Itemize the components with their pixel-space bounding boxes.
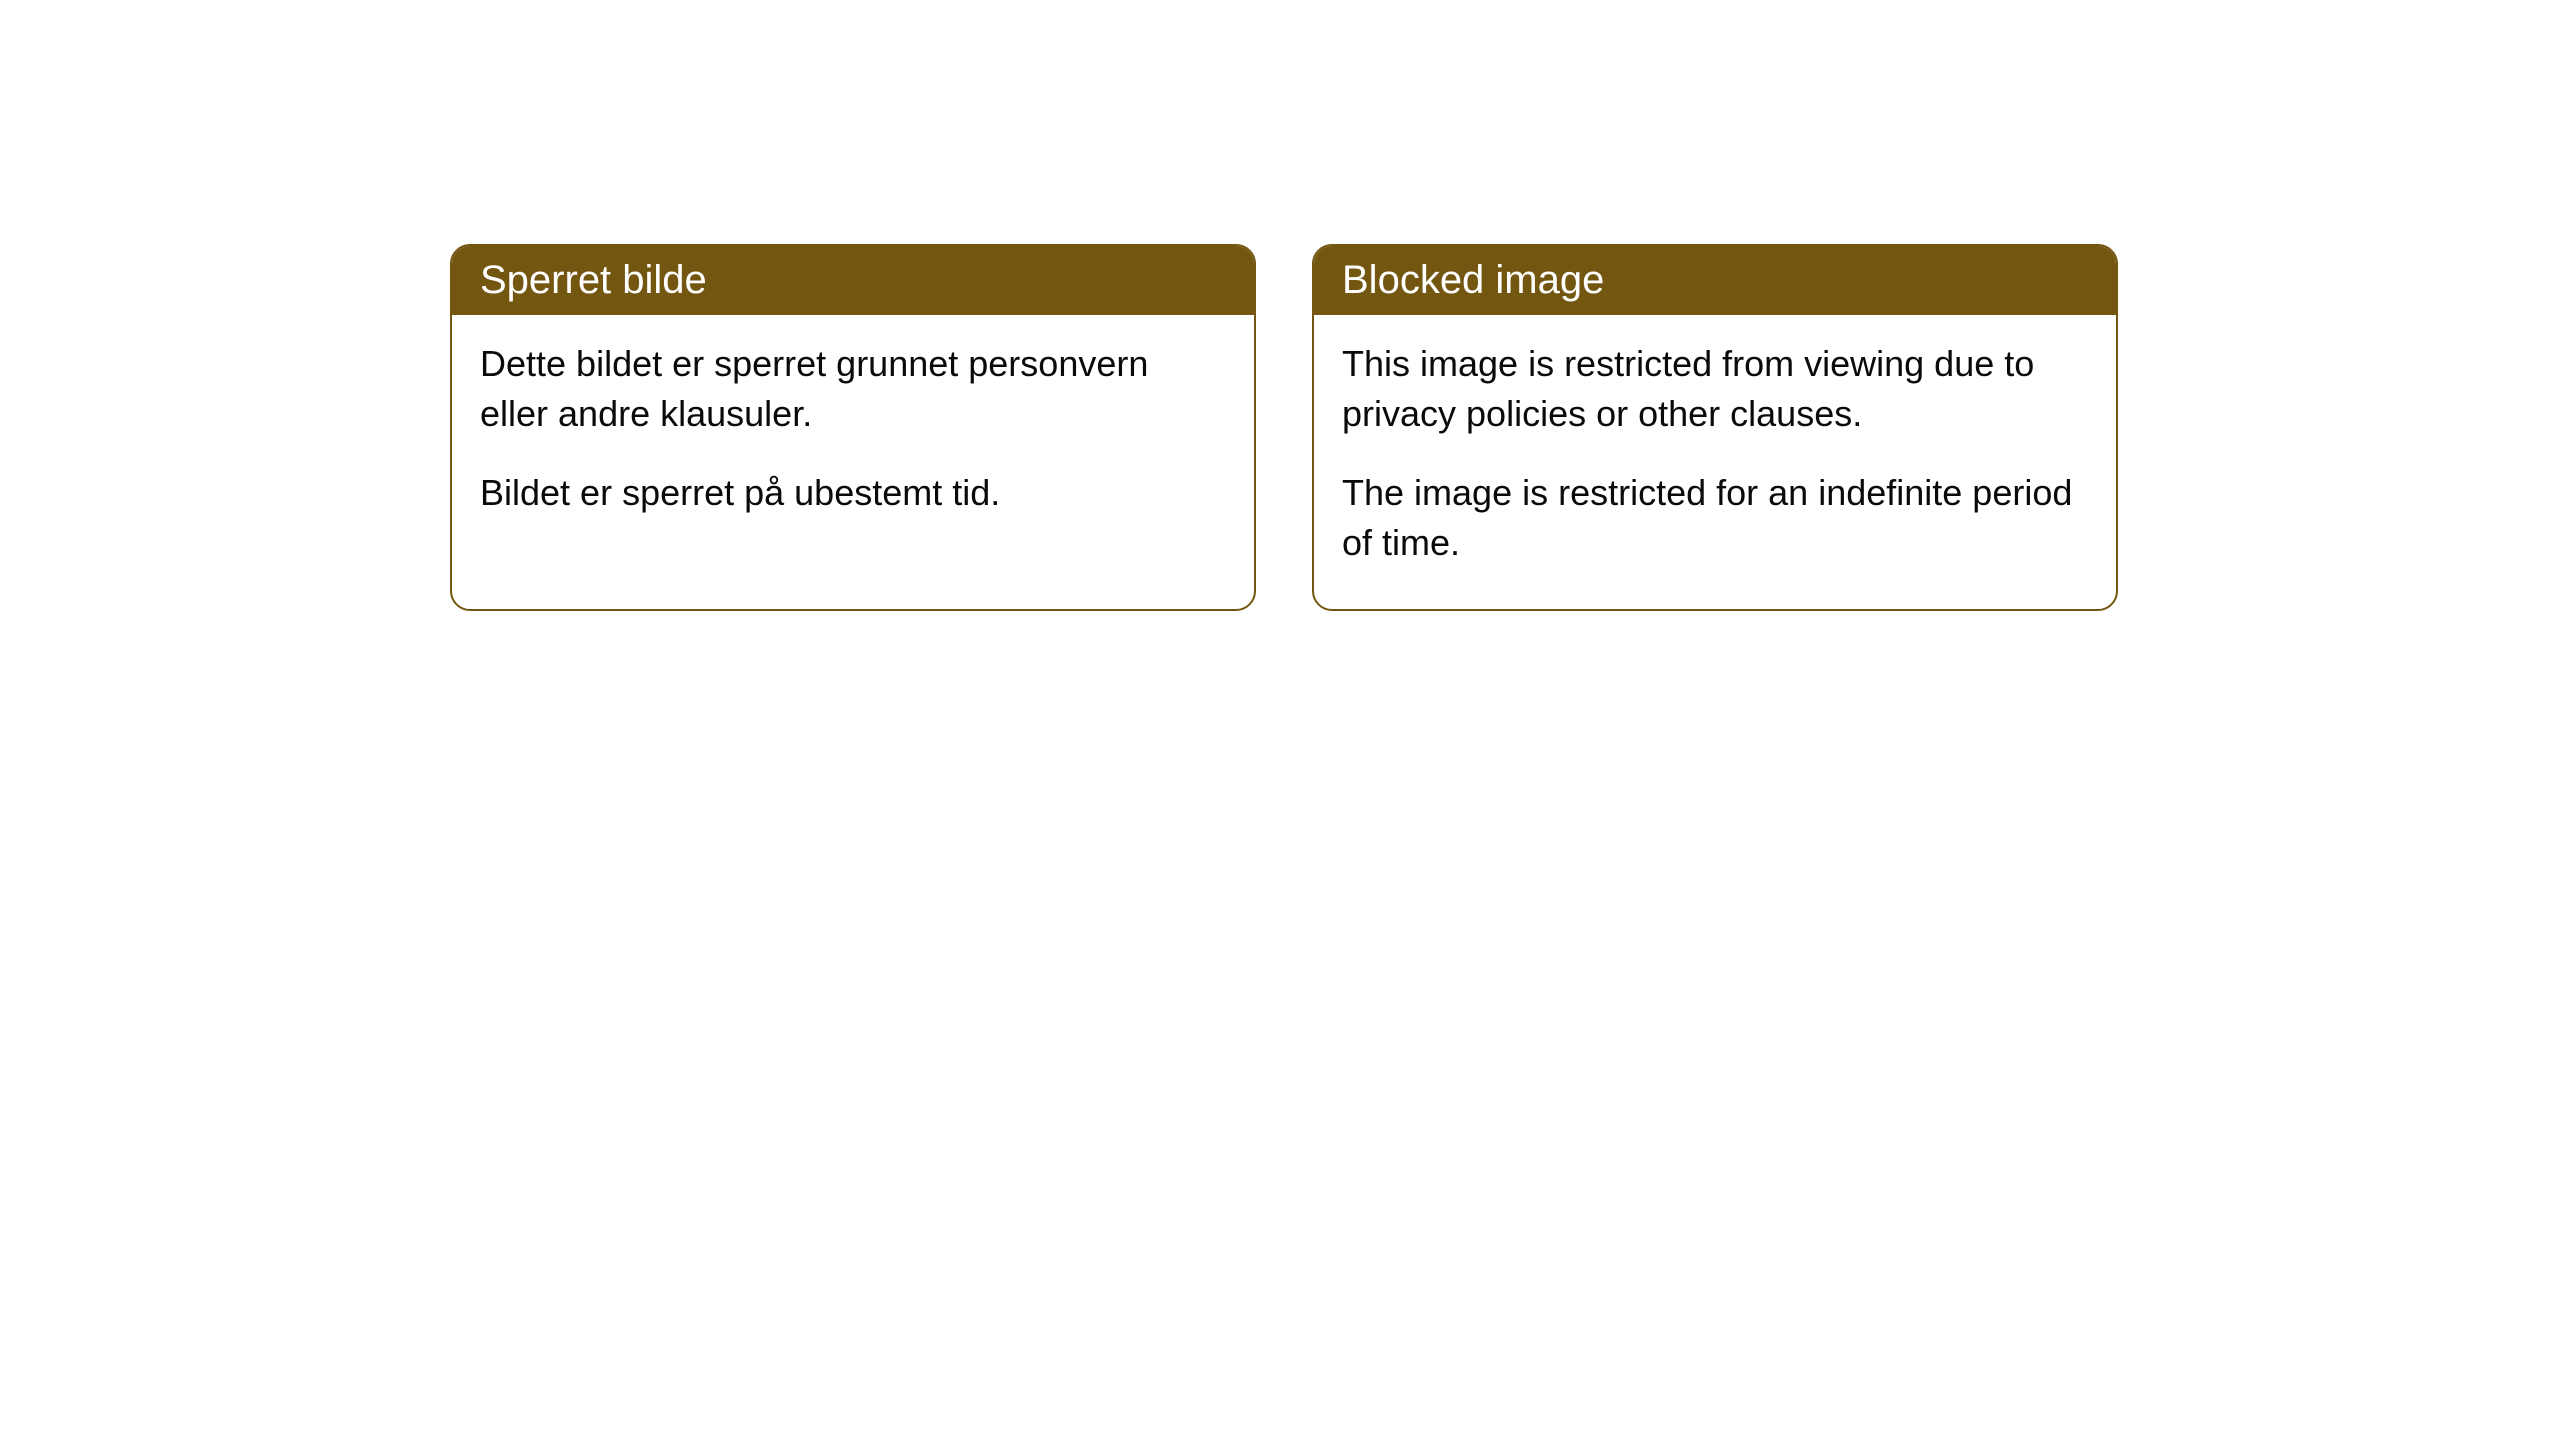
notice-header: Blocked image — [1314, 246, 2116, 315]
notice-text-line-2: Bildet er sperret på ubestemt tid. — [480, 468, 1226, 518]
notice-card-norwegian: Sperret bilde Dette bildet er sperret gr… — [450, 244, 1256, 611]
notice-body: This image is restricted from viewing du… — [1314, 315, 2116, 609]
notice-text-line-2: The image is restricted for an indefinit… — [1342, 468, 2088, 569]
notice-header: Sperret bilde — [452, 246, 1254, 315]
notice-text-line-1: Dette bildet er sperret grunnet personve… — [480, 339, 1226, 440]
notice-text-line-1: This image is restricted from viewing du… — [1342, 339, 2088, 440]
notice-body: Dette bildet er sperret grunnet personve… — [452, 315, 1254, 558]
notice-card-english: Blocked image This image is restricted f… — [1312, 244, 2118, 611]
notices-container: Sperret bilde Dette bildet er sperret gr… — [0, 0, 2560, 611]
